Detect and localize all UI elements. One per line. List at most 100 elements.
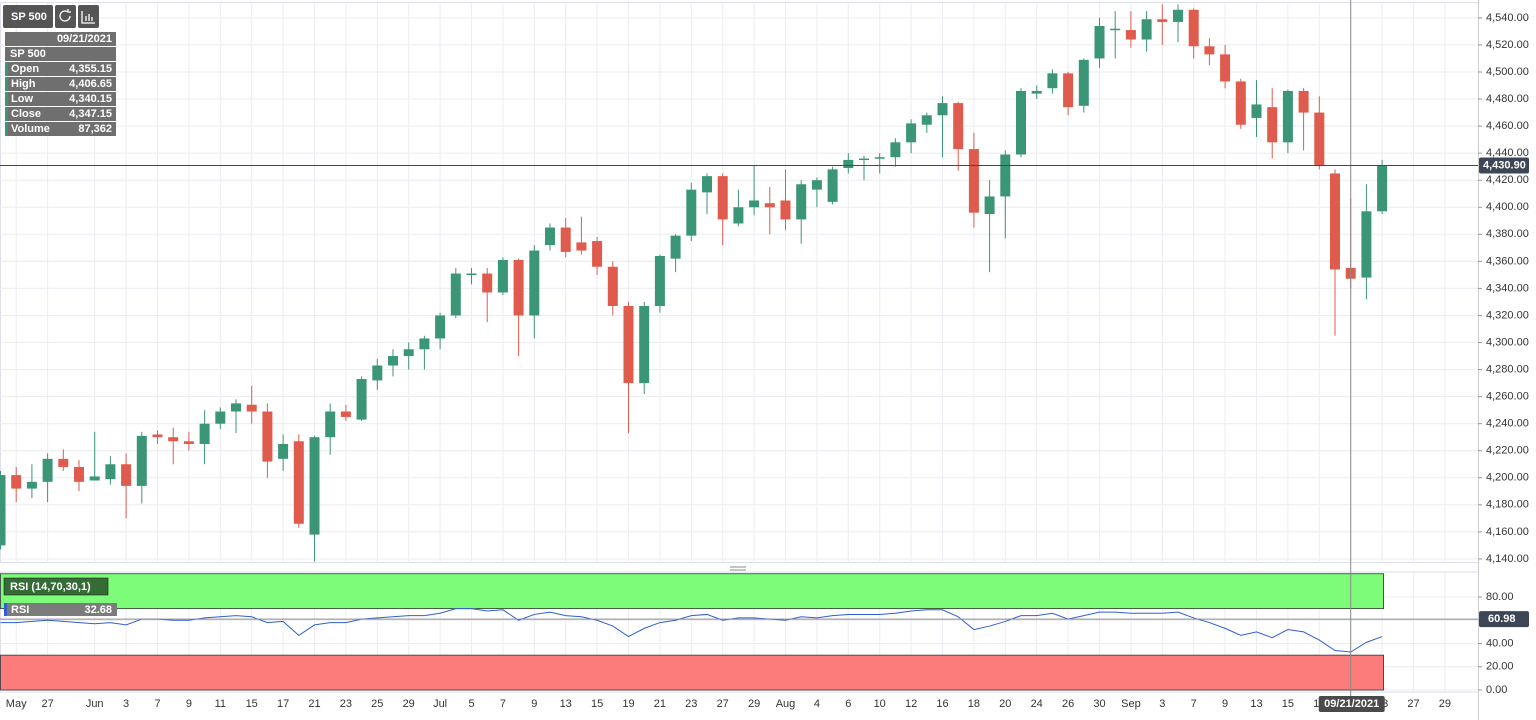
candle-body (1298, 90, 1309, 113)
candle-body (278, 443, 289, 459)
rsi-legend-name: RSI (11, 604, 29, 616)
candle-body (1251, 104, 1262, 118)
candle-body (811, 180, 822, 190)
info-row-accent (5, 107, 8, 121)
info-row-accent (5, 92, 8, 106)
candle-body (497, 260, 508, 293)
y-tick-label: 20.00 (1486, 661, 1514, 673)
last-price-box (1479, 157, 1529, 174)
candle-body (42, 458, 53, 482)
info-row (5, 47, 116, 61)
candle-body (293, 441, 304, 524)
candle-body (623, 305, 634, 384)
candle-body (968, 149, 979, 213)
x-tick-label: 23 (340, 698, 352, 710)
x-tick-label: 13 (1250, 698, 1262, 710)
candle-body (309, 437, 320, 535)
info-row (5, 62, 116, 76)
y-tick-label: 4,180.00 (1486, 499, 1529, 511)
candle-body (639, 305, 650, 384)
x-tick-label: 3 (123, 698, 129, 710)
rsi-legend-box (4, 603, 117, 616)
y-tick-label: 0.00 (1486, 684, 1507, 696)
candle-body (654, 255, 665, 306)
candle-body (1000, 154, 1011, 197)
candle-body (953, 103, 964, 150)
info-value: 4,355.15 (69, 63, 112, 75)
candle-body (702, 176, 712, 193)
y-tick-label: 4,260.00 (1486, 391, 1529, 403)
info-row-accent (5, 122, 8, 136)
candle-body (325, 411, 336, 438)
candle-body (1314, 112, 1325, 166)
x-tick-label: 27 (1407, 698, 1419, 710)
y-tick-label: 4,500.00 (1486, 66, 1529, 78)
candle-body (388, 356, 398, 366)
info-label: High (11, 78, 36, 90)
x-tick-label: Aug (776, 698, 796, 710)
x-tick-label: 7 (500, 698, 506, 710)
candle-body (466, 273, 477, 276)
candle-body (560, 227, 571, 252)
refresh-button[interactable] (55, 5, 76, 28)
info-value: 87,362 (78, 123, 112, 135)
candle-body (262, 411, 273, 462)
x-tick-label: Jun (86, 698, 104, 710)
candle-body (121, 464, 132, 486)
marks (0, 4, 1388, 691)
candle-body (0, 475, 6, 546)
info-row-accent (5, 62, 8, 76)
candle-body (26, 481, 37, 489)
x-tick-label: 7 (154, 698, 160, 710)
candle-body (450, 273, 461, 316)
x-tick-label: 21 (308, 698, 320, 710)
y-tick-label: 4,220.00 (1486, 445, 1529, 457)
candle-body (937, 103, 948, 116)
candle-body (764, 203, 775, 208)
info-row (5, 32, 116, 46)
candle-body (1330, 173, 1340, 270)
candle-body (1157, 19, 1168, 22)
x-tick-label: 29 (403, 698, 415, 710)
candle-body (246, 404, 257, 412)
cursor-value-label: 60.98 (1488, 613, 1516, 625)
candle-body (733, 207, 744, 224)
candle-body (152, 434, 163, 438)
candle-body (1031, 90, 1042, 94)
candle-body (921, 115, 932, 125)
x-tick-label: 13 (560, 698, 572, 710)
candle-body (372, 365, 383, 381)
info-label: Open (11, 63, 39, 75)
candle-body (686, 189, 697, 236)
candle-body (403, 349, 414, 357)
candle-body (1016, 90, 1026, 155)
y-tick-label: 4,380.00 (1486, 228, 1529, 240)
x-tick-label: 25 (371, 698, 383, 710)
y-tick-label: 4,240.00 (1486, 418, 1529, 430)
candle-body (136, 435, 147, 486)
x-tick-label: 29 (1439, 698, 1451, 710)
symbol-label[interactable]: SP 500 (11, 11, 47, 23)
cursor-date-label: 09/21/2021 (1324, 698, 1379, 710)
x-tick-label: 30 (1093, 698, 1105, 710)
info-date: 09/21/2021 (57, 33, 112, 45)
candle-body (1204, 46, 1215, 55)
x-tick-label: 20 (999, 698, 1011, 710)
candle-body (717, 176, 728, 220)
y-tick-label: 4,160.00 (1486, 526, 1529, 538)
candle-body (340, 411, 351, 417)
x-tick-label: 3 (1159, 698, 1165, 710)
x-tick-label: 29 (748, 698, 760, 710)
y-tick-label: 4,300.00 (1486, 336, 1529, 348)
candle-body (906, 123, 917, 143)
rsi-title: RSI (14,70,30,1) (10, 581, 91, 593)
candle-body (1063, 73, 1074, 108)
candle-body (1361, 211, 1372, 278)
candle-body (1094, 25, 1105, 59)
x-tick-label: 23 (685, 698, 697, 710)
candle-body (1188, 9, 1199, 47)
symbol-button[interactable] (3, 5, 53, 28)
x-tick-label: 5 (468, 698, 474, 710)
